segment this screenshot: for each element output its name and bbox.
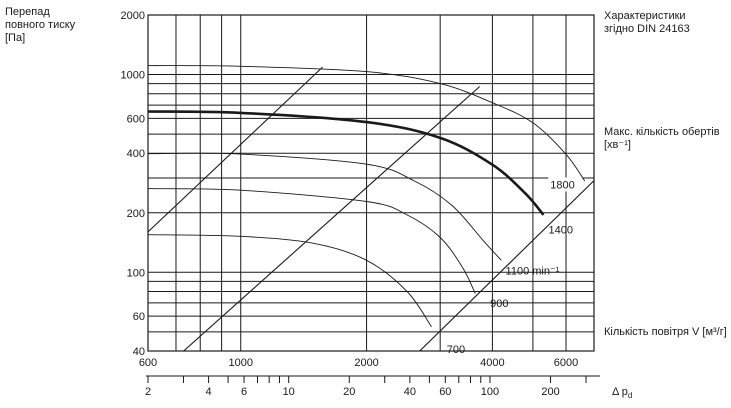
- secondary-axis-tick-label: 2: [145, 386, 151, 398]
- max-speed-note-line-2: [хв⁻¹]: [604, 139, 631, 151]
- curve-label-700: 700: [447, 344, 465, 356]
- y-axis-label: Перепад повного тиску [Па]: [5, 6, 75, 45]
- curve-label-bg: [548, 177, 583, 192]
- system-line: [148, 66, 323, 233]
- y-tick-label: 200: [127, 208, 145, 220]
- secondary-axis-label-subscript: d: [628, 391, 632, 400]
- x-tick-label: 2000: [354, 357, 378, 369]
- secondary-axis-tick-label: 200: [541, 386, 559, 398]
- curve-label-1100: 1100 min⁻¹: [506, 266, 560, 278]
- y-tick-label: 600: [127, 113, 145, 125]
- x-axis-label: Кількість повітря V [м³/г]: [604, 326, 727, 338]
- curve-label-900: 900: [490, 298, 508, 310]
- y-tick-label: 1000: [121, 70, 145, 82]
- curve-label-1400: 1400: [549, 224, 573, 236]
- fan-curve-1800: [148, 65, 586, 182]
- y-axis-label-line-3: [Па]: [5, 32, 26, 44]
- y-tick-label: 60: [133, 311, 145, 323]
- fan-curve-900: [148, 188, 476, 294]
- secondary-axis: 2 4 6 10 20 40 60 100 200 Δ pd: [145, 375, 632, 400]
- secondary-axis-tick-label: 6: [241, 386, 247, 398]
- fan-curve-700: [148, 234, 432, 328]
- y-tick-label: 400: [127, 148, 145, 160]
- fan-curve-1400: [148, 110, 545, 216]
- din-note-line-2: згідно DIN 24163: [604, 23, 690, 35]
- curve-label-1800: 1800: [550, 179, 574, 191]
- plot-frame: [147, 14, 595, 352]
- plot-border: [147, 14, 595, 352]
- din-note: Характеристики згідно DIN 24163: [604, 10, 690, 36]
- secondary-axis-label: Δ pd: [612, 386, 632, 400]
- din-note-line-1: Характеристики: [604, 10, 686, 22]
- x-tick-label: 600: [139, 357, 157, 369]
- secondary-axis-tick-label: 4: [206, 386, 212, 398]
- y-axis-label-line-1: Перепад: [5, 6, 50, 18]
- system-line: [183, 86, 481, 351]
- y-tick-label: 40: [133, 346, 145, 358]
- system-line: [419, 180, 594, 351]
- y-tick-label: 100: [127, 267, 145, 279]
- y-tick-label: 2000: [121, 10, 145, 22]
- secondary-axis-tick-label: 20: [343, 386, 355, 398]
- fan-curve-1100: [148, 152, 502, 261]
- y-axis-label-line-2: повного тиску: [5, 19, 76, 31]
- secondary-axis-tick-label: 10: [283, 386, 295, 398]
- secondary-axis-tick-label: 40: [404, 386, 416, 398]
- x-tick-label: 6000: [554, 357, 578, 369]
- fan-curves: [148, 65, 594, 351]
- axis-tick-labels: 40 60 100 200 400 600 1000 2000 600 1000 2000 4000 6…: [121, 10, 579, 369]
- x-tick-label: 4000: [480, 357, 504, 369]
- x-tick-label: 1000: [228, 357, 252, 369]
- curve-labels: 700 900 1100 min⁻¹ 1400 1800: [447, 177, 583, 356]
- max-speed-note: Макс. кількість обертів [хв⁻¹]: [604, 126, 720, 152]
- secondary-axis-tick-label: 100: [481, 386, 499, 398]
- max-speed-note-line-1: Макс. кількість обертів: [604, 126, 720, 138]
- secondary-axis-tick-label: 60: [439, 386, 451, 398]
